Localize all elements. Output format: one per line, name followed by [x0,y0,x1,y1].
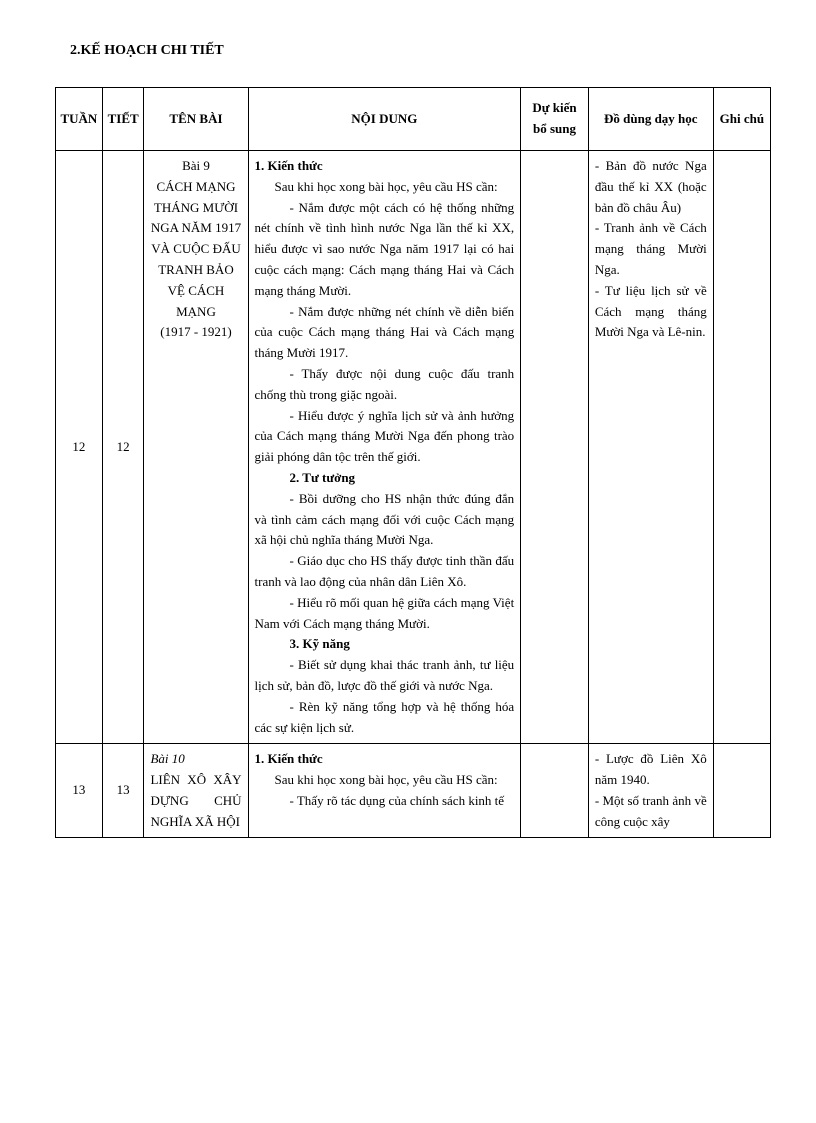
noidung-heading: 1. Kiến thức [255,156,515,177]
noidung-para: - Nắm được những nét chính về diễn biến … [255,302,515,364]
tenbai-line: CÁCH MẠNG THÁNG MƯỜI NGA NĂM 1917 VÀ CUỘ… [150,177,241,323]
header-tenbai: TÊN BÀI [144,88,248,151]
header-dukien: Dự kiến bổ sung [521,88,589,151]
noidung-heading: 2. Tư tưởng [255,468,515,489]
tenbai-line: LIÊN XÔ XÂY DỰNG CHỦ NGHĨA XÃ HỘI [150,770,241,832]
dodung-line: - Lược đồ Liên Xô năm 1940. [595,749,707,791]
noidung-para: - Thấy được nội dung cuộc đấu tranh chốn… [255,364,515,406]
page-section-title: 2.KẾ HOẠCH CHI TIẾT [70,40,771,62]
cell-dukien [521,744,589,838]
dodung-line: - Tư liệu lịch sử về Cách mạng tháng Mườ… [595,281,707,343]
noidung-para: - Rèn kỹ năng tổng hợp và hệ thống hóa c… [255,697,515,739]
tenbai-line: Bài 9 [150,156,241,177]
cell-dodung: - Bản đồ nước Nga đầu thế kỉ XX (hoặc bả… [588,150,713,743]
header-tuan: TUẦN [56,88,103,151]
dodung-line: - Bản đồ nước Nga đầu thế kỉ XX (hoặc bả… [595,156,707,218]
noidung-para: Sau khi học xong bài học, yêu cầu HS cần… [255,177,515,198]
cell-ghichu [713,150,770,743]
table-row: 12 12 Bài 9 CÁCH MẠNG THÁNG MƯỜI NGA NĂM… [56,150,771,743]
cell-dodung: - Lược đồ Liên Xô năm 1940. - Một số tra… [588,744,713,838]
noidung-para: - Giáo dục cho HS thấy được tinh thần đấ… [255,551,515,593]
cell-tenbai: Bài 9 CÁCH MẠNG THÁNG MƯỜI NGA NĂM 1917 … [144,150,248,743]
noidung-para: - Bồi dưỡng cho HS nhận thức đúng đắn và… [255,489,515,551]
cell-tiet: 13 [102,744,144,838]
cell-ghichu [713,744,770,838]
noidung-para: - Biết sử dụng khai thác tranh ảnh, tư l… [255,655,515,697]
cell-tenbai: Bài 10 LIÊN XÔ XÂY DỰNG CHỦ NGHĨA XÃ HỘI [144,744,248,838]
cell-tiet: 12 [102,150,144,743]
tenbai-line: Bài 10 [150,749,241,770]
cell-noidung: 1. Kiến thức Sau khi học xong bài học, y… [248,150,521,743]
cell-tuan: 12 [56,150,103,743]
tenbai-line: (1917 - 1921) [150,322,241,343]
noidung-para: Sau khi học xong bài học, yêu cầu HS cần… [255,770,515,791]
noidung-para: - Nắm được một cách có hệ thống những né… [255,198,515,302]
table-row: 13 13 Bài 10 LIÊN XÔ XÂY DỰNG CHỦ NGHĨA … [56,744,771,838]
header-noidung: NỘI DUNG [248,88,521,151]
dodung-line: - Tranh ảnh về Cách mạng tháng Mười Nga. [595,218,707,280]
dodung-line: - Một số tranh ảnh về công cuộc xây [595,791,707,833]
noidung-para: - Hiểu được ý nghĩa lịch sử và ảnh hưởng… [255,406,515,468]
noidung-para: - Hiểu rõ mối quan hệ giữa cách mạng Việ… [255,593,515,635]
header-ghichu: Ghi chú [713,88,770,151]
cell-noidung: 1. Kiến thức Sau khi học xong bài học, y… [248,744,521,838]
noidung-heading: 1. Kiến thức [255,749,515,770]
table-header-row: TUẦN TIẾT TÊN BÀI NỘI DUNG Dự kiến bổ su… [56,88,771,151]
cell-tuan: 13 [56,744,103,838]
noidung-heading: 3. Kỹ năng [255,634,515,655]
header-tiet: TIẾT [102,88,144,151]
cell-dukien [521,150,589,743]
lesson-plan-table: TUẦN TIẾT TÊN BÀI NỘI DUNG Dự kiến bổ su… [55,87,771,838]
noidung-para: - Thấy rõ tác dụng của chính sách kinh t… [255,791,515,812]
header-dodung: Đồ dùng dạy học [588,88,713,151]
